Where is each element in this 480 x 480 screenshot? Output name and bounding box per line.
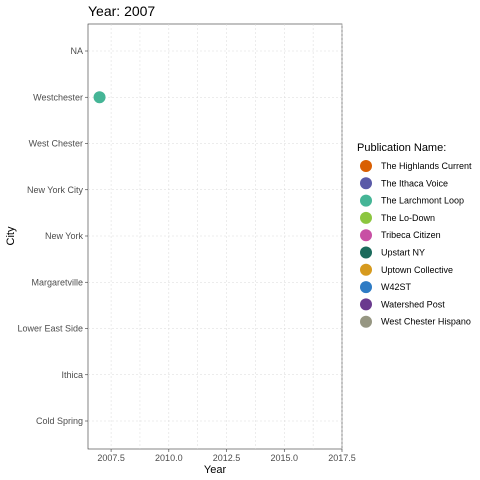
y-tick-label: West Chester [29, 139, 83, 149]
y-tick-label: New York City [27, 185, 84, 195]
x-axis-ticks: 2007.5 2010.0 2012.5 2015.0 2017.5 [97, 449, 356, 463]
y-tick-label: Cold Spring [36, 416, 83, 426]
y-tick-label: Lower East Side [17, 324, 83, 334]
legend-label: Tribeca Citizen [381, 230, 441, 240]
y-axis-title: City [5, 226, 17, 245]
data-point [93, 91, 106, 104]
legend-label: The Ithaca Voice [381, 178, 448, 188]
data-points [93, 91, 106, 104]
chart-title: Year: 2007 [88, 3, 155, 19]
legend-key [360, 263, 372, 276]
y-tick-label: Margaretville [31, 277, 83, 287]
legend-label: West Chester Hispano [381, 317, 471, 327]
legend-key [360, 229, 372, 242]
y-tick-label: Westchester [33, 92, 83, 102]
x-tick-label: 2010.0 [155, 453, 183, 463]
x-tick-label: 2012.5 [213, 453, 241, 463]
legend-label: The Larchmont Loop [381, 196, 464, 206]
legend-key [360, 177, 372, 190]
legend: The Highlands Current The Ithaca Voice The… [360, 160, 472, 328]
y-tick-label: New York [45, 231, 84, 241]
x-tick-label: 2017.5 [328, 453, 356, 463]
legend-title: Publication Name: [357, 142, 446, 154]
legend-label: The Highlands Current [381, 161, 472, 171]
legend-label: The Lo-Down [381, 213, 435, 223]
legend-key [360, 298, 372, 311]
legend-key [360, 315, 372, 328]
legend-key [360, 194, 372, 207]
y-tick-label: NA [70, 46, 83, 56]
y-tick-label: Ithica [61, 370, 83, 380]
legend-key [360, 211, 372, 224]
x-tick-label: 2015.0 [271, 453, 299, 463]
y-axis-ticks: NA Westchester West Chester New York City Ne… [17, 46, 88, 426]
legend-label: Uptown Collective [381, 265, 453, 275]
x-axis-title: Year [204, 464, 227, 476]
legend-label: Upstart NY [381, 248, 425, 258]
legend-label: W42ST [381, 282, 412, 292]
legend-key [360, 246, 372, 259]
plot-panel [87, 23, 343, 450]
legend-label: Watershed Post [381, 299, 445, 309]
x-tick-label: 2007.5 [97, 453, 125, 463]
grid-lines [88, 24, 343, 449]
legend-key [360, 281, 372, 294]
legend-key [360, 160, 372, 172]
